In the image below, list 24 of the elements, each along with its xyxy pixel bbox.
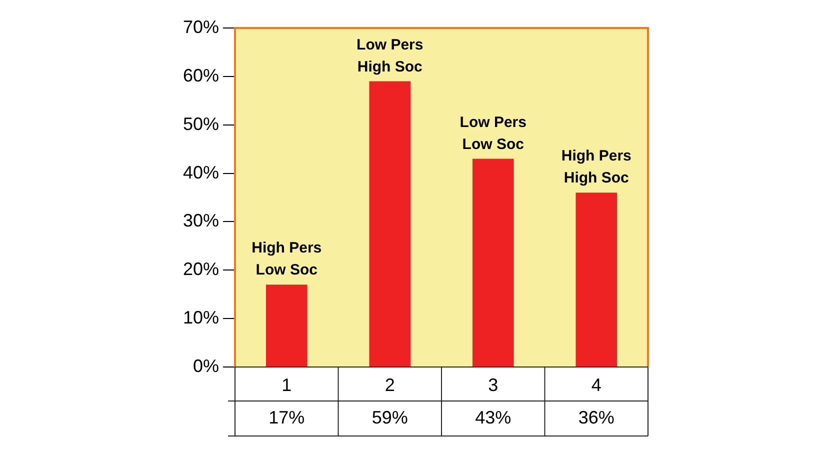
y-tick-label: 60% <box>182 65 219 86</box>
y-tick-label: 10% <box>182 308 219 328</box>
bar <box>576 192 618 366</box>
y-tick-label: 0% <box>192 356 219 376</box>
y-tick-label: 70% <box>182 16 219 37</box>
bar <box>266 284 308 366</box>
y-tick-label: 30% <box>182 210 219 231</box>
annotation: High Pers High Soc <box>561 148 632 187</box>
annotation: High Pers Low Soc <box>252 240 322 279</box>
y-tick-label: 50% <box>182 114 219 134</box>
y-tick-label: 20% <box>182 259 219 280</box>
data-label: 59% <box>372 407 408 428</box>
data-label: 17% <box>268 407 305 428</box>
data-label: 43% <box>475 407 512 428</box>
x-tick-label: 1 <box>282 374 292 395</box>
bar <box>472 158 514 366</box>
annotation: Low Pers High Soc <box>356 36 424 76</box>
data-label: 36% <box>578 407 614 428</box>
x-tick-label: 2 <box>384 374 395 395</box>
x-tick-label: 4 <box>591 374 602 395</box>
bar <box>369 81 411 366</box>
annotation: Low Pers Low Soc <box>460 114 526 153</box>
y-tick-label: 40% <box>182 162 219 182</box>
x-tick-label: 3 <box>488 374 498 395</box>
